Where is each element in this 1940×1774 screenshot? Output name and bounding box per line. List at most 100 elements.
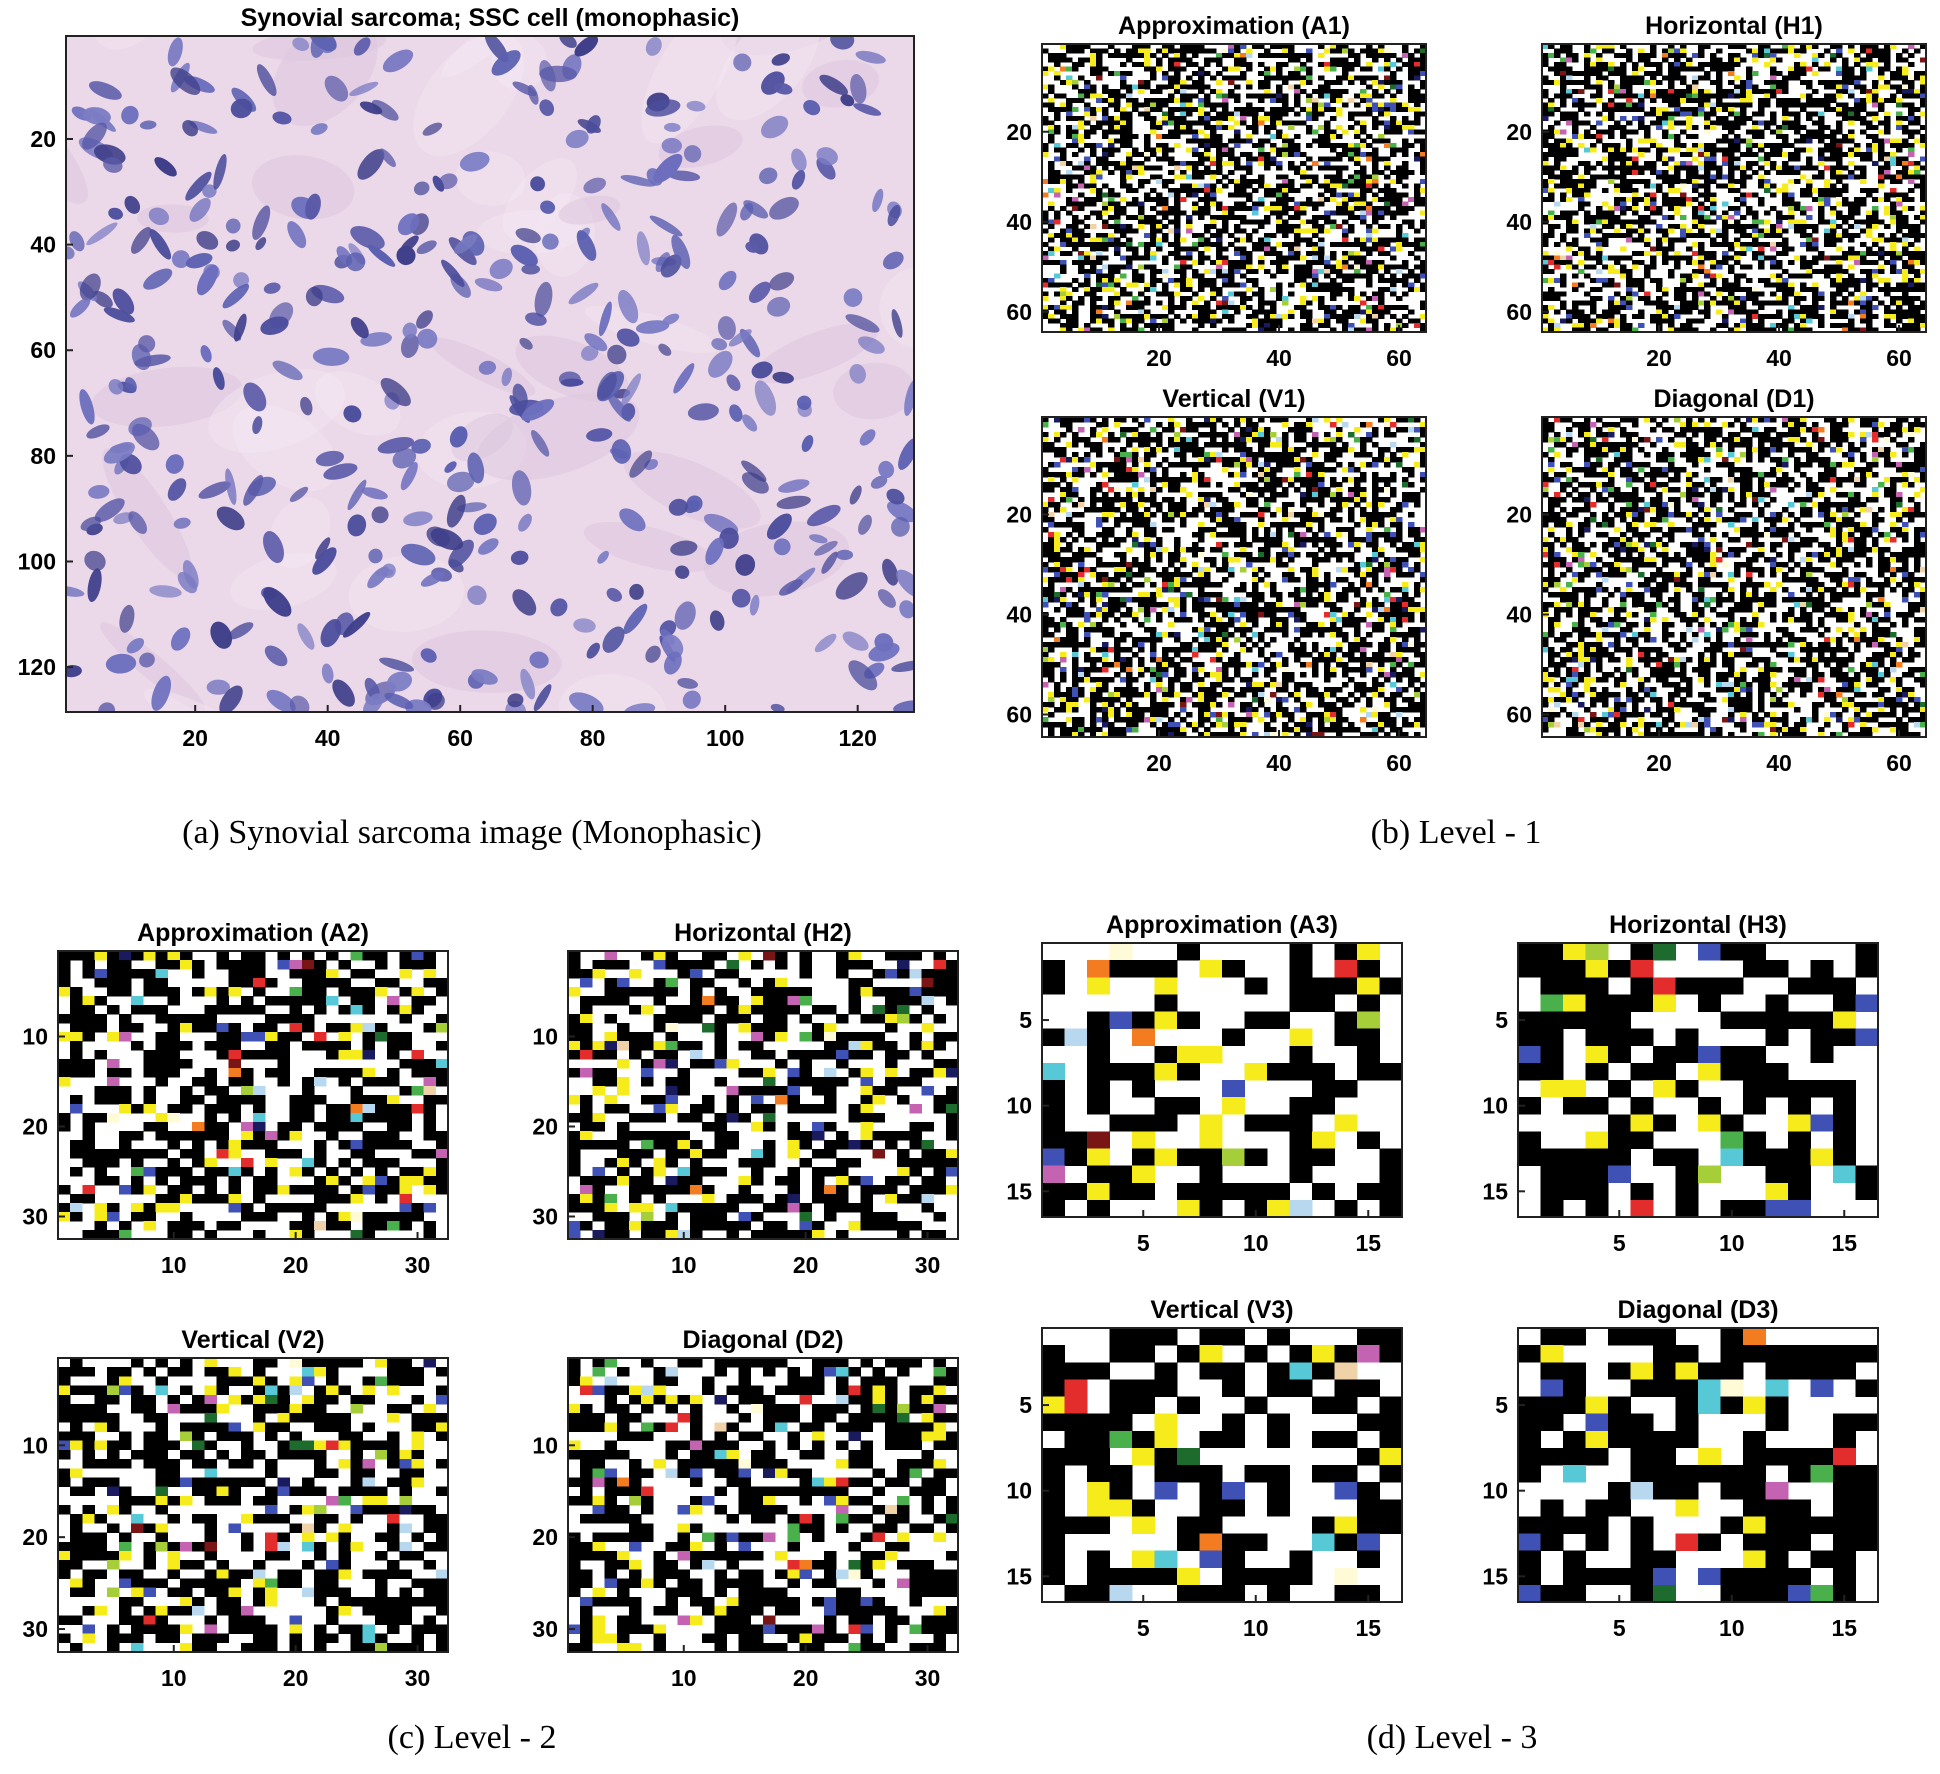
panel-b-horizontal-h1-cell bbox=[1878, 170, 1885, 175]
panel-b-approximation-a1-cell bbox=[1042, 71, 1049, 76]
panel-b-horizontal-h1-cell bbox=[1542, 291, 1549, 297]
panel-b-approximation-a1-cell bbox=[1408, 129, 1415, 135]
panel-b-approximation-a1-cell bbox=[1408, 93, 1415, 99]
panel-b-approximation-a1-cell bbox=[1174, 116, 1181, 121]
panel-b-approximation-a1-cell bbox=[1210, 174, 1217, 180]
panel-b-horizontal-h1-cell bbox=[1602, 143, 1609, 148]
panel-b-horizontal-h1-cell bbox=[1674, 57, 1681, 63]
panel-b-approximation-a1-cell bbox=[1384, 120, 1391, 126]
panel-b-approximation-a1-cell bbox=[1408, 62, 1415, 67]
panel-b-horizontal-h1-cell bbox=[1584, 84, 1591, 90]
panel-b-approximation-a1-cell bbox=[1336, 305, 1343, 310]
panel-b-approximation-a1-cell bbox=[1186, 255, 1193, 261]
panel-b-approximation-a1-cell bbox=[1138, 327, 1145, 333]
panel-b-approximation-a1-cell bbox=[1240, 107, 1247, 112]
panel-b-horizontal-h1-cell bbox=[1668, 201, 1675, 207]
panel-b-approximation-a1-cell bbox=[1366, 53, 1373, 58]
panel-b-horizontal-h1-cell bbox=[1824, 48, 1831, 54]
panel-b-horizontal-h1-cell bbox=[1728, 215, 1735, 220]
panel-b-approximation-a1-cell bbox=[1150, 224, 1157, 229]
panel-b-horizontal-h1-cell bbox=[1584, 179, 1591, 184]
panel-b-horizontal-h1-cell bbox=[1548, 44, 1555, 49]
panel-b-horizontal-h1-cell bbox=[1770, 143, 1777, 148]
panel-b-horizontal-h1-cell bbox=[1728, 183, 1735, 189]
panel-b-approximation-a1-cell bbox=[1114, 120, 1121, 126]
panel-b-approximation-a1-cell bbox=[1180, 120, 1187, 126]
panel-b-approximation-a1-cell bbox=[1336, 318, 1343, 324]
panel-b-horizontal-h1-cell bbox=[1884, 224, 1891, 229]
panel-b-approximation-a1-cell bbox=[1180, 84, 1187, 90]
panel-b-horizontal-h1-cell bbox=[1656, 143, 1663, 148]
panel-b-horizontal-h1-cell bbox=[1716, 102, 1723, 108]
panel-b-horizontal-h1-cell bbox=[1782, 44, 1789, 49]
panel-b-approximation-a1-cell bbox=[1276, 228, 1283, 234]
panel-b-horizontal-h1-cell bbox=[1650, 80, 1657, 85]
panel-b-approximation-a1-cell bbox=[1216, 111, 1223, 117]
panel-b-horizontal-h1-cell bbox=[1878, 269, 1885, 274]
panel-a-nucleus bbox=[359, 101, 383, 115]
panel-b-approximation-a1-cell bbox=[1396, 246, 1403, 252]
panel-b-approximation-a1-cell bbox=[1264, 206, 1271, 211]
panel-b-approximation-a1-cell bbox=[1402, 242, 1409, 247]
panel-b-horizontal-h1-cell bbox=[1746, 165, 1753, 171]
panel-b-approximation-a1-cell bbox=[1408, 71, 1415, 76]
panel-a-nucleus bbox=[835, 572, 868, 600]
panel-b-horizontal-h1-cell bbox=[1734, 102, 1741, 108]
panel-b-horizontal-h1-cell bbox=[1896, 197, 1903, 202]
panel-a-nucleus bbox=[149, 585, 182, 598]
panel-b-approximation-a1-cell bbox=[1324, 107, 1331, 112]
panel-b-approximation-a1-cell bbox=[1216, 228, 1223, 234]
panel-b-horizontal-h1-cell bbox=[1746, 143, 1753, 148]
panel-b-approximation-a1-cell bbox=[1330, 242, 1337, 247]
panel-b-approximation-a1-cell bbox=[1390, 305, 1397, 310]
panel-b-horizontal-h1-cell bbox=[1848, 161, 1855, 166]
panel-b-approximation-a1-cell bbox=[1312, 201, 1319, 207]
panel-a-nucleus bbox=[84, 550, 106, 571]
panel-b-approximation-a1-cell bbox=[1378, 273, 1385, 279]
panel-b-horizontal-h1-cell bbox=[1758, 197, 1765, 202]
panel-b-approximation-a1-cell bbox=[1150, 66, 1157, 72]
panel-b-approximation-a1-cell bbox=[1408, 242, 1415, 247]
panel-b-horizontal-h1-cell bbox=[1920, 156, 1927, 162]
panel-b-horizontal-h1-cell bbox=[1620, 219, 1627, 225]
panel-b-horizontal-h1-cell bbox=[1896, 116, 1903, 121]
panel-b-approximation-a1-cell bbox=[1348, 66, 1355, 72]
panel-b-horizontal-h1-cell bbox=[1830, 282, 1837, 288]
panel-b-horizontal-h1-cell bbox=[1860, 75, 1867, 81]
panel-b-horizontal-h1-cell bbox=[1908, 89, 1915, 94]
panel-b-horizontal-h1-cell bbox=[1824, 143, 1831, 148]
panel-b-horizontal-h1-cell bbox=[1668, 156, 1675, 162]
panel-b-horizontal-h1-cell bbox=[1836, 102, 1843, 108]
panel-b-approximation-a1-cell bbox=[1084, 273, 1091, 279]
panel-b-approximation-a1-cell bbox=[1180, 89, 1187, 94]
panel-b-approximation-a1-cell bbox=[1180, 170, 1187, 175]
panel-b-approximation-a1-cell bbox=[1246, 192, 1253, 198]
panel-b-approximation-a1-cell bbox=[1306, 219, 1313, 225]
panel-a-ytick-label: 100 bbox=[18, 548, 56, 574]
panel-b-horizontal-h1-cell bbox=[1740, 84, 1747, 90]
panel-a-nucleus bbox=[478, 360, 497, 375]
panel-b-approximation-a1-cell bbox=[1240, 44, 1247, 49]
panel-a-nucleus bbox=[872, 188, 884, 213]
panel-b-approximation-a1-cell bbox=[1396, 107, 1403, 112]
panel-b-horizontal-h1-cell bbox=[1818, 53, 1825, 58]
panel-b-approximation-a1-cell bbox=[1390, 120, 1397, 126]
panel-b-horizontal-h1-cell bbox=[1902, 66, 1909, 72]
panel-b-approximation-a1-cell bbox=[1252, 278, 1259, 283]
panel-b-approximation-a1-cell bbox=[1312, 327, 1319, 333]
panel-b-horizontal-h1-cell bbox=[1638, 147, 1645, 153]
panel-a-nucleus bbox=[887, 500, 914, 523]
panel-b-approximation-a1-cell bbox=[1312, 278, 1319, 283]
panel-b-horizontal-h1-cell bbox=[1656, 287, 1663, 292]
panel-b-approximation-a1-cell bbox=[1144, 80, 1151, 85]
panel-b-approximation-a1-cell bbox=[1180, 237, 1187, 243]
panel-a-nucleus bbox=[849, 485, 862, 505]
panel-b-horizontal-h1-cell bbox=[1578, 183, 1585, 189]
panel-b-horizontal-h1-cell bbox=[1908, 197, 1915, 202]
panel-b-horizontal-h1-cell bbox=[1854, 219, 1861, 225]
panel-b-horizontal-h1-cell bbox=[1668, 179, 1675, 184]
panel-b-horizontal-h1-cell bbox=[1572, 228, 1579, 234]
panel-b-horizontal-h1-cell bbox=[1740, 138, 1747, 144]
panel-b-approximation-a1-cell bbox=[1138, 206, 1145, 211]
panel-b-approximation-a1-cell bbox=[1174, 237, 1181, 243]
